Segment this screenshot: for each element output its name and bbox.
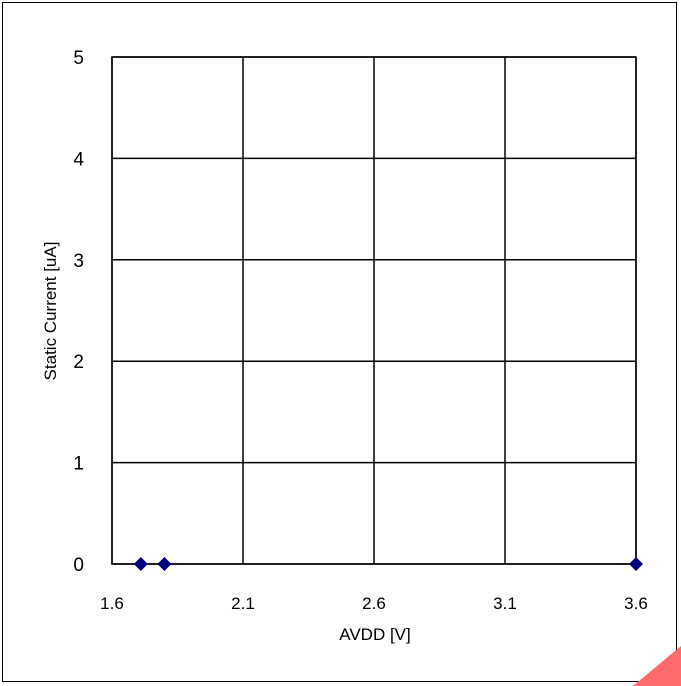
x-tick-label: 2.6 bbox=[362, 594, 386, 613]
y-tick-label: 5 bbox=[73, 48, 84, 69]
x-tick-label: 2.1 bbox=[231, 594, 255, 613]
data-point-diamond bbox=[629, 557, 643, 571]
y-tick-label: 0 bbox=[73, 555, 84, 576]
y-tick-label: 3 bbox=[73, 251, 84, 272]
grid-layer bbox=[111, 56, 637, 565]
data-point-diamond bbox=[133, 557, 148, 571]
data-point-diamond bbox=[157, 557, 172, 571]
x-tick-label: 1.6 bbox=[100, 594, 124, 613]
plot-area bbox=[111, 56, 637, 565]
y-tick-label: 2 bbox=[73, 352, 84, 373]
x-tick-labels: 1.6 2.1 2.6 3.1 3.6 bbox=[100, 594, 648, 613]
data-points bbox=[133, 557, 643, 571]
y-tick-labels: 0 1 2 3 4 5 bbox=[73, 48, 84, 576]
y-tick-label: 1 bbox=[73, 454, 84, 475]
x-axis-label: AVDD [V] bbox=[339, 625, 410, 644]
x-tick-label: 3.1 bbox=[493, 594, 517, 613]
y-tick-label: 4 bbox=[73, 149, 84, 170]
y-axis-label: Static Current [uA] bbox=[41, 242, 60, 381]
watermark-corner bbox=[611, 646, 681, 686]
x-tick-label: 3.6 bbox=[624, 594, 648, 613]
